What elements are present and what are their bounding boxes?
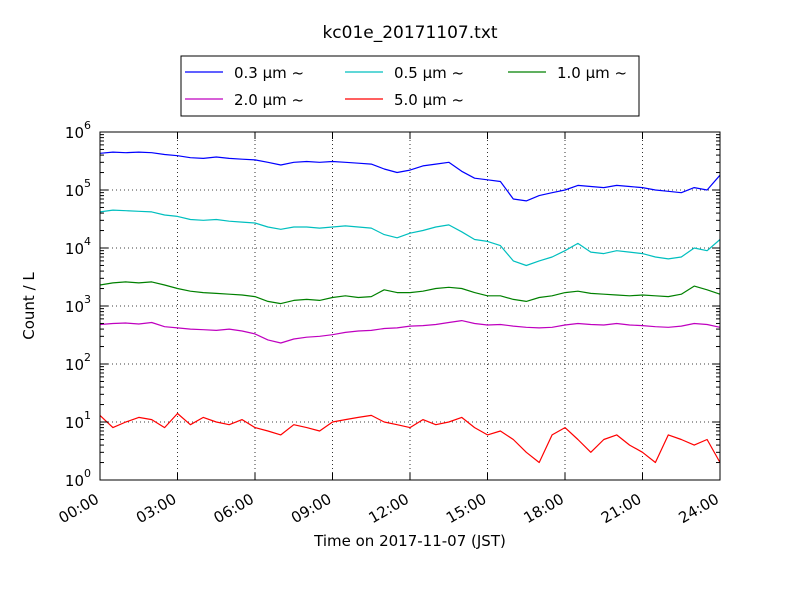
legend-label-1: 0.5 μm ~ bbox=[394, 64, 464, 82]
y-tick-label: 10 bbox=[65, 298, 84, 316]
series-line-1 bbox=[99, 209, 721, 267]
y-tick-exponent: 1 bbox=[84, 409, 91, 422]
y-tick-label: 10 bbox=[65, 124, 84, 142]
x-tick-label: 21:00 bbox=[598, 490, 644, 527]
y-tick-label: 10 bbox=[65, 182, 84, 200]
y-tick-exponent: 5 bbox=[84, 177, 91, 190]
legend-frame bbox=[180, 55, 640, 117]
y-tick-label: 10 bbox=[65, 414, 84, 432]
y-axis-label: Count / L bbox=[20, 272, 38, 340]
y-tick-exponent: 0 bbox=[84, 467, 91, 480]
y-tick-label: 10 bbox=[65, 240, 84, 258]
x-axis-label: Time on 2017-11-07 (JST) bbox=[313, 532, 506, 550]
chart-title: kc01e_20171107.txt bbox=[322, 23, 497, 43]
y-tick-exponent: 4 bbox=[84, 235, 91, 248]
y-tick-label: 10 bbox=[65, 472, 84, 490]
legend: 0.3 μm ~ 0.5 μm ~ 1.0 μm ~ 2.0 μm ~ 5.0 μm ~ bbox=[180, 55, 640, 117]
x-tick-label: 24:00 bbox=[676, 490, 722, 527]
legend-label-0: 0.3 μm ~ bbox=[234, 64, 304, 82]
legend-label-2: 1.0 μm ~ bbox=[557, 64, 627, 82]
legend-label-4: 5.0 μm ~ bbox=[394, 91, 464, 109]
ticks bbox=[99, 131, 721, 481]
series-line-3 bbox=[99, 320, 721, 344]
y-tick-exponent: 2 bbox=[84, 351, 91, 364]
x-tick-label: 12:00 bbox=[366, 490, 412, 527]
x-tick-label: 15:00 bbox=[443, 490, 489, 527]
x-tick-labels: 00:00 03:00 06:00 09:00 12:00 15:00 18:00 21:00… bbox=[56, 490, 722, 527]
x-tick-label: 18:00 bbox=[521, 490, 567, 527]
x-tick-label: 06:00 bbox=[211, 490, 257, 527]
y-tick-label: 10 bbox=[65, 356, 84, 374]
series-line-0 bbox=[99, 151, 721, 202]
series-layer bbox=[99, 151, 721, 464]
x-tick-label: 00:00 bbox=[56, 490, 102, 527]
series-line-2 bbox=[99, 281, 721, 305]
grid bbox=[100, 132, 720, 480]
legend-label-3: 2.0 μm ~ bbox=[234, 91, 304, 109]
y-tick-exponent: 3 bbox=[84, 293, 91, 306]
x-tick-label: 09:00 bbox=[288, 490, 334, 527]
series-line-4 bbox=[99, 412, 721, 464]
y-tick-exponent: 6 bbox=[84, 119, 91, 132]
x-tick-label: 03:00 bbox=[133, 490, 179, 527]
